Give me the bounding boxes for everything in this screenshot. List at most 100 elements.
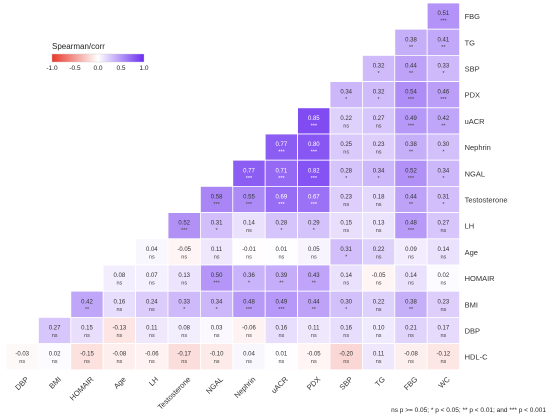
cell-value-label: 0.16	[276, 326, 288, 332]
heatmap-cell	[232, 316, 266, 344]
heatmap-cell	[426, 81, 461, 109]
column-label: SBP	[338, 375, 355, 392]
cell-value-label: 0.39	[276, 273, 288, 279]
heatmap-cell	[329, 185, 363, 213]
cell-value-label: 0.15	[81, 326, 93, 332]
column-label: Age	[112, 375, 128, 391]
cell-value-label: -0.03	[15, 352, 29, 358]
cell-significance-label: ns	[440, 359, 446, 365]
heatmap-cell	[102, 290, 136, 318]
cell-value-label: 0.31	[438, 195, 450, 201]
cell-significance-label: **	[409, 150, 414, 156]
heatmap-cell	[167, 316, 201, 344]
cell-value-label: 0.34	[438, 168, 450, 174]
cell-value-label: 0.55	[243, 195, 255, 201]
cell-value-label: -0.15	[80, 352, 94, 358]
cell-significance-label: ns	[246, 359, 252, 365]
cell-significance-label: ns	[440, 228, 446, 234]
cell-significance-label: ***	[408, 123, 415, 129]
cell-significance-label: ***	[246, 176, 253, 182]
cell-value-label: 0.85	[308, 116, 320, 122]
cell-value-label: 0.30	[438, 142, 450, 148]
cell-significance-label: ***	[440, 97, 447, 103]
legend-tick-label: 0.5	[116, 65, 125, 72]
cell-significance-label: ***	[278, 202, 285, 208]
cell-significance-label: *	[442, 71, 445, 77]
cell-significance-label: ***	[278, 176, 285, 182]
cell-value-label: 0.38	[405, 142, 417, 148]
column-label: WC	[437, 374, 453, 390]
cell-value-label: 0.02	[438, 273, 450, 279]
cell-value-label: -0.13	[113, 326, 127, 332]
heatmap-cell	[329, 264, 363, 292]
cell-significance-label: *	[248, 281, 251, 287]
heatmap-cell	[102, 343, 136, 371]
heatmap-cell	[394, 28, 428, 56]
cell-value-label: 0.11	[373, 352, 385, 358]
cell-value-label: 0.42	[438, 116, 450, 122]
cell-value-label: 0.44	[405, 64, 417, 70]
cell-significance-label: ns	[376, 333, 382, 339]
cell-significance-label: ***	[408, 97, 415, 103]
legend-tick-label: -1.0	[46, 65, 58, 72]
cell-significance-label: ns	[408, 333, 414, 339]
cell-value-label: 0.44	[308, 299, 320, 305]
cell-value-label: 0.44	[405, 195, 417, 201]
cell-value-label: 0.01	[276, 352, 288, 358]
cell-value-label: 0.38	[405, 37, 417, 43]
cell-value-label: 0.14	[340, 273, 352, 279]
cell-significance-label: ns	[84, 333, 90, 339]
y-axis-tick-labels: FBG TG SBP PDX uACR Nephrin NGAL Testosterone LH…	[465, 12, 508, 362]
cell-value-label: 0.82	[308, 168, 320, 174]
cell-value-label: 0.51	[438, 11, 450, 17]
cell-value-label: 0.22	[373, 299, 385, 305]
cell-significance-label: *	[280, 228, 283, 234]
heatmap-cell	[38, 316, 72, 344]
cell-significance-label: ns	[376, 123, 382, 129]
cell-significance-label: ***	[278, 307, 285, 313]
cell-significance-label: ns	[408, 254, 414, 260]
heatmap-cell	[426, 159, 461, 187]
cell-significance-label: ns	[376, 228, 382, 234]
heatmap-cell	[361, 238, 396, 266]
cell-significance-label: ***	[278, 150, 285, 156]
heatmap-cell	[232, 238, 266, 266]
heatmap-cell	[426, 2, 461, 30]
cell-significance-label: ns	[181, 333, 187, 339]
cell-value-label: 0.43	[308, 273, 320, 279]
cell-value-label: 0.23	[373, 142, 385, 148]
cell-value-label: -0.10	[210, 352, 224, 358]
heatmap-cell	[394, 212, 428, 240]
cell-value-label: -0.06	[145, 352, 159, 358]
cell-value-label: 0.34	[340, 90, 352, 96]
cell-significance-label: ***	[181, 228, 188, 234]
cell-value-label: 0.27	[49, 326, 61, 332]
cell-significance-label: ns	[343, 359, 349, 365]
heatmap-cell	[264, 316, 299, 344]
cell-significance-label: *	[345, 254, 348, 260]
cell-significance-label: **	[441, 45, 446, 51]
cell-significance-label: *	[378, 176, 381, 182]
cell-value-label: -0.17	[177, 352, 191, 358]
column-label: HOMAIR	[68, 374, 96, 402]
cell-value-label: 0.29	[308, 221, 320, 227]
heatmap-cell	[394, 81, 428, 109]
cell-significance-label: ns	[149, 333, 155, 339]
column-label: TG	[373, 375, 387, 389]
cell-significance-label: ns	[52, 359, 58, 365]
heatmap-cell	[426, 55, 461, 83]
heatmap-cell	[426, 264, 461, 292]
cell-value-label: 0.46	[438, 90, 450, 96]
cell-significance-label: ns	[149, 359, 155, 365]
heatmap-cell	[426, 212, 461, 240]
cell-significance-label: ns	[440, 307, 446, 313]
cell-value-label: 0.28	[276, 221, 288, 227]
row-label: PDX	[465, 91, 480, 100]
cell-value-label: 0.17	[438, 326, 450, 332]
cell-significance-label: ns	[116, 359, 122, 365]
cell-value-label: 0.34	[373, 168, 385, 174]
cell-value-label: 0.08	[114, 273, 126, 279]
cell-significance-label: ns	[376, 307, 382, 313]
heatmap-cell	[394, 343, 428, 371]
